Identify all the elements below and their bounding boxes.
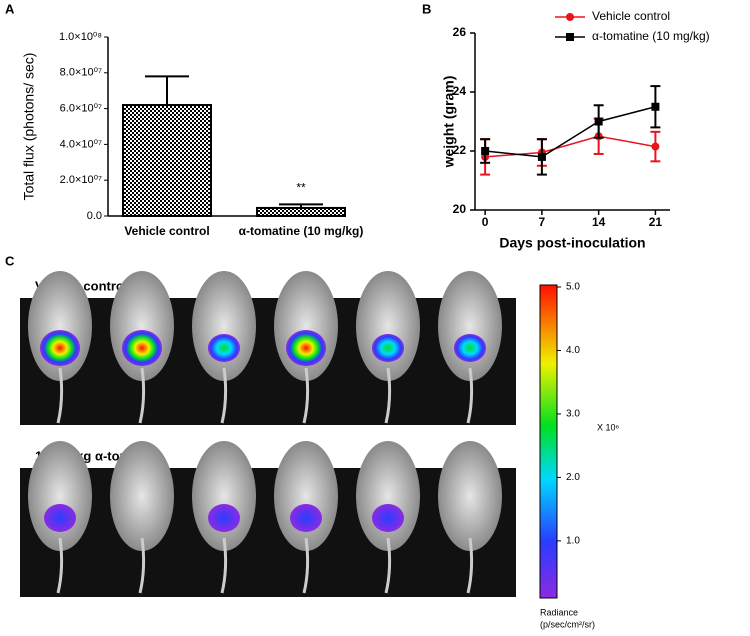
x-tick-label: 0: [482, 215, 489, 229]
colorbar-tick-label: 2.0: [566, 472, 580, 483]
y-tick-label: 24: [453, 84, 467, 98]
mouse-tail: [302, 537, 310, 594]
y-axis-label: weight (gram): [441, 76, 457, 169]
marker: [594, 117, 603, 126]
panel-label: B: [422, 1, 431, 16]
colorbar: [539, 284, 558, 599]
y-tick-label: 0.0: [87, 210, 102, 222]
y-tick-label: 2.0×10⁰⁷: [60, 174, 102, 186]
mouse-tail: [302, 367, 310, 424]
x-axis-label: Days post-inoculation: [499, 235, 645, 251]
mouse-tail: [220, 537, 228, 594]
marker: [537, 152, 546, 161]
mouse-tail: [384, 537, 392, 594]
mouse-body: [274, 441, 338, 551]
y-axis-label: Total flux (photons/ sec): [21, 53, 37, 201]
mouse-body: [192, 271, 256, 381]
signal: [454, 334, 486, 362]
colorbar-title: Radiance: [540, 607, 578, 617]
marker: [481, 147, 490, 155]
x-tick-label: 14: [592, 215, 606, 229]
signal: [122, 330, 162, 366]
signal: [208, 504, 240, 532]
mouse-images: [20, 271, 516, 597]
colorbar-tick-label: 1.0: [566, 536, 580, 547]
signal: [286, 330, 326, 366]
signal: [40, 330, 80, 366]
mouse-tail: [466, 537, 474, 594]
mouse-body: [356, 441, 420, 551]
annotation: **: [296, 181, 306, 195]
y-tick-label: 8.0×10⁰⁷: [60, 67, 102, 79]
signal: [372, 504, 404, 532]
colorbar-tick-label: 3.0: [566, 409, 580, 420]
signal: [290, 504, 322, 532]
colorbar-multiplier: X 10⁶: [597, 422, 620, 432]
colorbar-tick-label: 4.0: [566, 345, 580, 356]
x-tick-label: α-tomatine (10 mg/kg): [239, 224, 364, 238]
panel-label: C: [5, 253, 15, 268]
marker: [651, 102, 660, 111]
mouse-tail: [466, 367, 474, 424]
mouse-body: [438, 441, 502, 551]
bar: [256, 206, 346, 218]
colorbar-tick-label: 5.0: [566, 282, 580, 293]
panel-label: A: [5, 1, 15, 16]
y-tick-label: 26: [453, 25, 467, 39]
mouse-tail: [138, 367, 146, 424]
mouse-body: [438, 271, 502, 381]
legend-label: α-tomatine (10 mg/kg): [592, 29, 710, 43]
mouse-tail: [384, 367, 392, 424]
x-tick-label: 7: [539, 215, 546, 229]
signal: [372, 334, 404, 362]
legend-marker: [566, 33, 574, 41]
y-tick-label: 1.0×10⁰⁸: [59, 31, 102, 43]
colorbar-title: (p/sec/cm²/sr): [540, 619, 595, 629]
y-tick-label: 22: [453, 143, 467, 157]
mouse-tail: [138, 537, 146, 594]
bar: [122, 104, 212, 217]
mouse-body: [110, 441, 174, 551]
mouse-tail: [56, 537, 64, 594]
mouse-body: [192, 441, 256, 551]
x-tick-label: 21: [649, 215, 663, 229]
mouse-tail: [220, 367, 228, 424]
signal: [44, 504, 76, 532]
x-tick-label: Vehicle control: [124, 224, 209, 238]
mouse-body: [28, 441, 92, 551]
legend-marker: [566, 13, 574, 21]
marker: [651, 142, 660, 151]
mouse-tail: [56, 367, 64, 424]
signal: [208, 334, 240, 362]
legend-label: Vehicle control: [592, 9, 670, 23]
y-tick-label: 4.0×10⁰⁷: [60, 138, 102, 150]
mouse-body: [356, 271, 420, 381]
y-tick-label: 20: [453, 202, 467, 216]
line: [485, 106, 656, 158]
y-tick-label: 6.0×10⁰⁷: [60, 103, 102, 115]
